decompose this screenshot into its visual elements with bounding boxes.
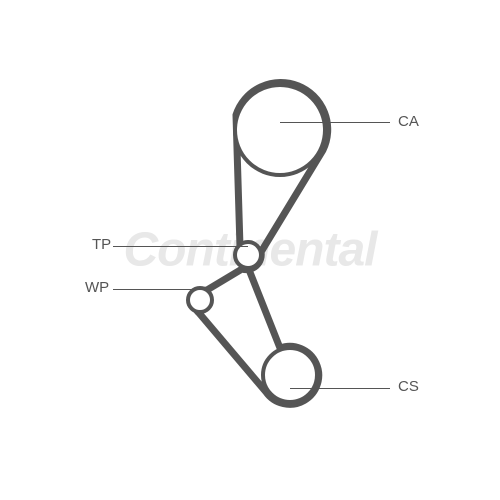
leader-cs	[290, 388, 390, 389]
pulley-ca	[235, 85, 325, 175]
label-tp: TP	[92, 236, 111, 253]
label-ca: CA	[398, 113, 419, 130]
label-cs: CS	[398, 378, 419, 395]
pulley-cs	[263, 348, 317, 402]
belt-diagram	[0, 0, 500, 500]
pulley-wp	[188, 288, 212, 312]
label-wp: WP	[85, 279, 109, 296]
leader-wp	[113, 289, 200, 290]
leader-ca	[280, 122, 390, 123]
leader-tp	[113, 246, 248, 247]
